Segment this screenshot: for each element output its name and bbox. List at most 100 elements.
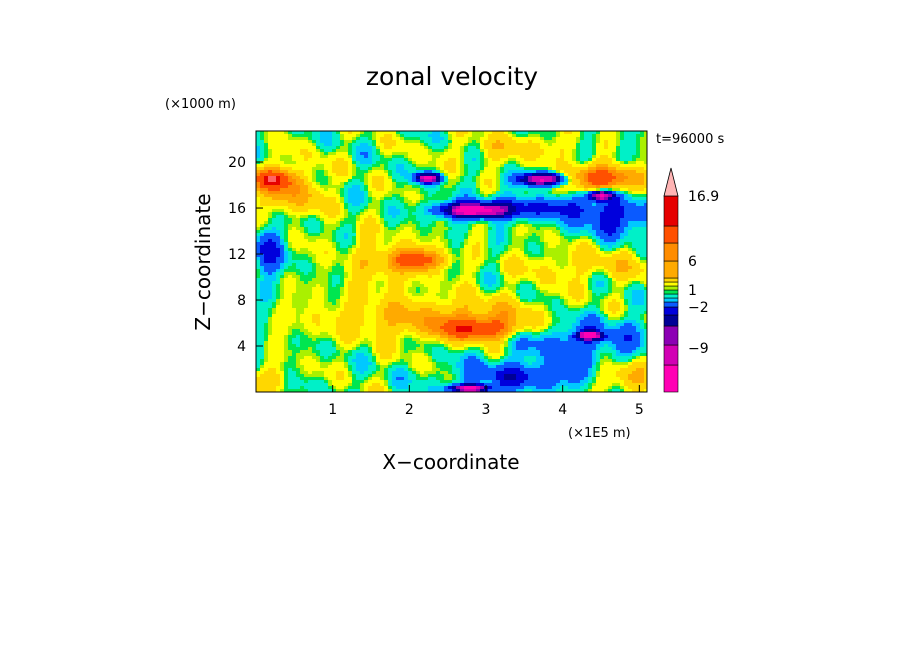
heatmap-cell — [384, 218, 389, 222]
heatmap-cell — [484, 164, 489, 168]
heatmap-cell — [364, 245, 369, 249]
heatmap-cell — [348, 281, 353, 285]
heatmap-cell — [548, 188, 553, 192]
heatmap-cell — [344, 263, 349, 267]
heatmap-cell — [644, 272, 648, 276]
heatmap-cell — [516, 164, 521, 168]
heatmap-cell — [316, 227, 321, 231]
heatmap-cell — [344, 269, 349, 273]
heatmap-cell — [600, 164, 605, 168]
heatmap-cell — [644, 251, 648, 255]
heatmap-cell — [256, 188, 261, 192]
heatmap-cell — [300, 263, 305, 267]
heatmap-cell — [384, 212, 389, 216]
heatmap-cell — [288, 131, 293, 135]
heatmap-cell — [452, 266, 457, 270]
heatmap-cell — [544, 200, 549, 204]
heatmap-cell — [460, 245, 465, 249]
heatmap-cell — [564, 167, 569, 171]
heatmap-cell — [484, 263, 489, 267]
heatmap-cell — [372, 236, 377, 240]
heatmap-cell — [492, 206, 497, 210]
heatmap-cell — [416, 266, 421, 270]
heatmap-cell — [264, 221, 269, 225]
heatmap-cell — [520, 149, 525, 153]
heatmap-cell — [636, 260, 641, 264]
heatmap-cell — [388, 134, 393, 138]
heatmap-cell — [592, 215, 597, 219]
heatmap-cell — [376, 146, 381, 150]
heatmap-cell — [420, 209, 425, 213]
heatmap-cell — [312, 140, 317, 144]
heatmap-cell — [336, 245, 341, 249]
heatmap-cell — [384, 266, 389, 270]
heatmap-cell — [388, 158, 393, 162]
heatmap-cell — [300, 197, 305, 201]
heatmap-cell — [300, 254, 305, 258]
heatmap-cell — [260, 230, 265, 234]
heatmap-cell — [328, 137, 333, 141]
heatmap-cell — [444, 227, 449, 231]
heatmap-cell — [332, 137, 337, 141]
heatmap-cell — [404, 182, 409, 186]
heatmap-cell — [352, 173, 357, 177]
heatmap-cell — [440, 137, 445, 141]
heatmap-cell — [640, 278, 645, 282]
heatmap-cell — [432, 251, 437, 255]
heatmap-cell — [324, 203, 329, 207]
heatmap-cell — [616, 242, 621, 246]
heatmap-cell — [448, 179, 453, 183]
heatmap-cell — [584, 140, 589, 144]
heatmap-cell — [260, 272, 265, 276]
heatmap-cell — [336, 266, 341, 270]
heatmap-cell — [256, 200, 261, 204]
heatmap-cell — [408, 272, 413, 276]
heatmap-cell — [324, 179, 329, 183]
heatmap-cell — [528, 227, 533, 231]
heatmap-cell — [264, 212, 269, 216]
heatmap-cell — [644, 200, 648, 204]
heatmap-cell — [596, 266, 601, 270]
heatmap-cell — [528, 155, 533, 159]
heatmap-cell — [448, 215, 453, 219]
heatmap-cell — [308, 131, 313, 135]
heatmap-cell — [368, 257, 373, 261]
heatmap-cell — [620, 188, 625, 192]
heatmap-cell — [344, 191, 349, 195]
heatmap-cell — [436, 155, 441, 159]
heatmap-cell — [272, 200, 277, 204]
heatmap-cell — [504, 272, 509, 276]
heatmap-cell — [316, 134, 321, 138]
heatmap-cell — [584, 206, 589, 210]
heatmap-cell — [452, 254, 457, 258]
heatmap-cell — [520, 236, 525, 240]
heatmap-cell — [448, 275, 453, 279]
heatmap-cell — [504, 269, 509, 273]
heatmap-cell — [392, 173, 397, 177]
heatmap-cell — [528, 263, 533, 267]
heatmap-cell — [356, 278, 361, 282]
heatmap-cell — [356, 131, 361, 135]
heatmap-cell — [568, 248, 573, 252]
heatmap-cell — [348, 179, 353, 183]
heatmap-cell — [596, 212, 601, 216]
heatmap-cell — [352, 230, 357, 234]
heatmap-cell — [424, 248, 429, 252]
heatmap-cell — [400, 272, 405, 276]
heatmap-cell — [404, 137, 409, 141]
heatmap-cell — [632, 212, 637, 216]
heatmap-cell — [620, 251, 625, 255]
heatmap-cell — [272, 188, 277, 192]
heatmap-cell — [532, 251, 537, 255]
heatmap-cell — [344, 179, 349, 183]
heatmap-cell — [388, 212, 393, 216]
heatmap-cell — [552, 239, 557, 243]
heatmap-cell — [400, 239, 405, 243]
heatmap-cell — [396, 200, 401, 204]
heatmap-cell — [592, 140, 597, 144]
heatmap-cell — [312, 194, 317, 198]
heatmap-cell — [540, 272, 545, 276]
heatmap-cell — [636, 221, 641, 225]
heatmap-cell — [300, 236, 305, 240]
heatmap-cell — [468, 251, 473, 255]
